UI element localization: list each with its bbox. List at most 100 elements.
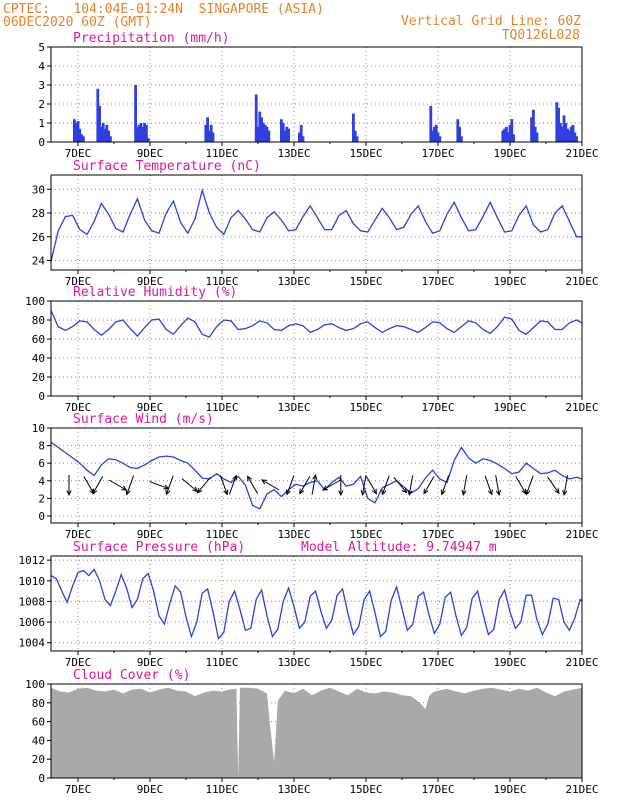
precip-bar (78, 128, 82, 142)
wind-arrow (228, 474, 238, 495)
precip-bar (438, 136, 442, 142)
header-run-time: 06DEC2020 60Z (GMT) (3, 15, 152, 30)
wind-arrow (360, 475, 367, 496)
precip-bar (436, 132, 440, 142)
precip-bar (503, 128, 506, 142)
x-tick-label: 15DEC (349, 783, 382, 796)
precip-bar (557, 107, 560, 142)
x-tick-label: 21DEC (565, 147, 598, 160)
x-tick-label: 7DEC (65, 656, 92, 669)
precip-bar (263, 124, 267, 142)
precip-bar (146, 138, 150, 142)
cloud-cover-area (51, 687, 582, 778)
x-tick-label: 11DEC (205, 147, 238, 160)
precip-bar (559, 123, 562, 142)
precip-bar (283, 130, 287, 142)
precip-bar (568, 130, 571, 142)
precip-bar (145, 124, 148, 142)
precip-bar (533, 126, 537, 142)
precip-bar (287, 128, 290, 142)
panel-title: Relative Humidity (%) (73, 285, 237, 300)
wind-arrow (515, 476, 527, 495)
wind-arrow (260, 479, 280, 491)
precip-bar (575, 136, 578, 142)
x-tick-label: 9DEC (137, 656, 164, 669)
y-tick-label: 60 (32, 716, 45, 729)
precip-bar (569, 126, 573, 142)
precip-bar (96, 88, 100, 142)
precip-bar (456, 119, 460, 142)
wind-arrow (83, 476, 95, 495)
precip-bar (139, 123, 143, 142)
y-tick-label: 40 (32, 352, 45, 365)
x-tick-label: 7DEC (65, 783, 92, 796)
precip-bar (260, 117, 263, 142)
wind-arrow (322, 479, 341, 491)
x-tick-label: 17DEC (421, 783, 454, 796)
header-grid-note: Vertical Grid Line: 60Z (400, 14, 581, 29)
x-tick-label: 17DEC (421, 656, 454, 669)
precip-bar (107, 130, 110, 142)
temperature-line (50, 188, 582, 262)
precip-bar (353, 130, 357, 142)
panel-title: Surface Temperature (nC) (73, 159, 261, 174)
x-tick-label: 19DEC (493, 783, 526, 796)
y-tick-label: 5 (38, 41, 45, 54)
precip-bar (532, 109, 535, 142)
precip-bar (506, 132, 510, 142)
x-tick-label: 15DEC (349, 147, 382, 160)
precip-bar (134, 85, 137, 142)
panel-frame (50, 555, 583, 652)
panel-title: Cloud Cover (%) (73, 668, 190, 683)
panel-frame (50, 174, 583, 271)
x-tick-label: 7DEC (65, 147, 92, 160)
precip-bar (460, 136, 463, 142)
wind-arrow (440, 475, 450, 496)
x-tick-label: 17DEC (421, 528, 454, 541)
precip-bar (510, 119, 514, 142)
wind-arrow (247, 475, 259, 494)
x-tick-label: 11DEC (205, 528, 238, 541)
wind-arrow (299, 476, 311, 495)
y-tick-label: 4 (38, 475, 45, 488)
precip-bar (137, 124, 141, 142)
x-tick-label: 21DEC (565, 528, 598, 541)
precip-bar (265, 126, 269, 142)
precip-bar (564, 123, 568, 142)
x-tick-label: 19DEC (493, 401, 526, 414)
wind-arrow (125, 475, 135, 496)
precip-bar (101, 123, 105, 142)
precip-bar (571, 124, 575, 142)
precip-bar (258, 111, 262, 142)
precip-bar (254, 94, 258, 142)
y-tick-label: 1006 (19, 616, 46, 629)
precip-bar (74, 123, 78, 142)
precip-bar (209, 124, 213, 142)
precip-bar (562, 115, 566, 142)
y-tick-label: 1 (38, 117, 45, 130)
panel-frame (50, 427, 583, 524)
y-tick-label: 30 (32, 183, 45, 196)
y-tick-label: 40 (32, 734, 45, 747)
wind-arrow (338, 475, 344, 497)
precip-bar (555, 102, 559, 142)
precip-bar (256, 126, 260, 142)
x-tick-label: 7DEC (65, 528, 92, 541)
precip-bar (505, 126, 508, 142)
wind-arrow (66, 475, 72, 497)
x-tick-label: 15DEC (349, 528, 382, 541)
x-tick-label: 9DEC (137, 275, 164, 288)
x-tick-label: 21DEC (565, 275, 598, 288)
y-tick-label: 100 (25, 678, 45, 691)
precip-bar (429, 105, 433, 142)
x-tick-label: 21DEC (565, 783, 598, 796)
wind-arrow (407, 475, 414, 496)
precip-bar (299, 124, 303, 142)
model-altitude-label: Model Altitude: 9.74947 m (301, 540, 497, 555)
y-tick-label: 0 (38, 390, 45, 403)
wind-line (50, 441, 583, 510)
x-tick-label: 21DEC (565, 656, 598, 669)
wind-arrow (393, 477, 408, 494)
x-tick-label: 19DEC (493, 275, 526, 288)
precip-bar (267, 130, 271, 142)
